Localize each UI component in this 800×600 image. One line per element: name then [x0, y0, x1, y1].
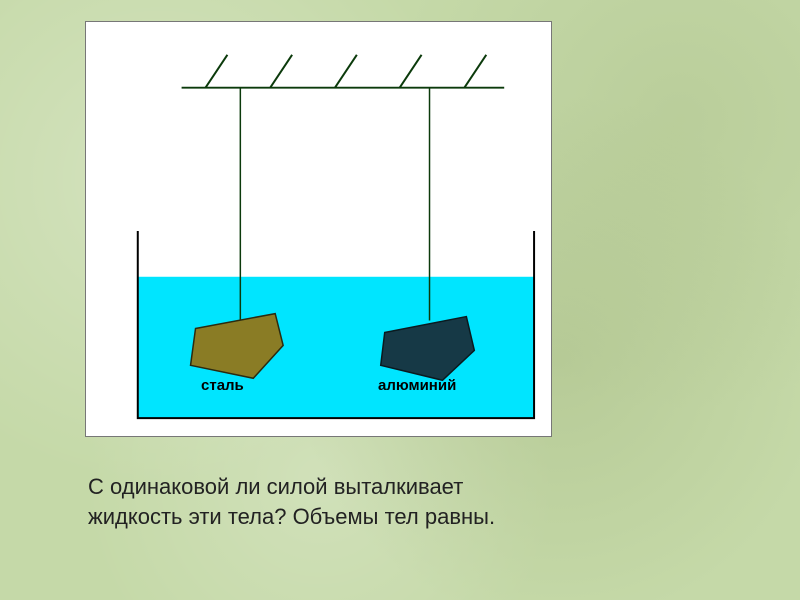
question-line-1: С одинаковой ли силой выталкивает [88, 474, 463, 499]
label-steel: сталь [201, 377, 244, 394]
physics-diagram-svg [86, 22, 551, 436]
label-aluminum: алюминий [378, 377, 456, 394]
question-line-2: жидкость эти тела? Объемы тел равны. [88, 504, 495, 529]
question-text: С одинаковой ли силой выталкивает жидкос… [88, 472, 708, 531]
figure-panel: сталь алюминий [85, 21, 552, 437]
